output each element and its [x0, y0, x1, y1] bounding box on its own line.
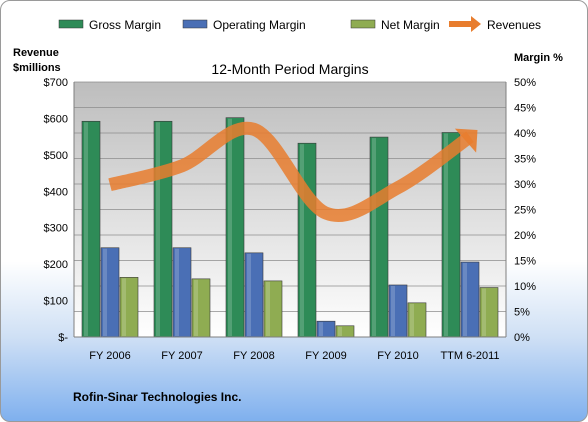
legend-arrow [471, 16, 481, 32]
x-category-label: FY 2010 [377, 350, 418, 362]
y-left-tick-label: $- [58, 332, 68, 344]
grid-lines [74, 81, 506, 338]
bar-highlight [266, 281, 270, 336]
revenue-arrowhead [454, 128, 478, 153]
bar-highlight [463, 263, 467, 336]
y-right-tick-label: 20% [514, 230, 536, 242]
footer-company: Rofin-Sinar Technologies Inc. [73, 390, 241, 404]
bar-highlight [84, 122, 88, 337]
bar-highlight [247, 253, 251, 336]
y-left-tick-label: $100 [44, 296, 68, 308]
y-right-tick-label: 40% [514, 128, 536, 140]
legend-label: Operating Margin [213, 18, 306, 32]
chart-title: 12-Month Period Margins [211, 61, 368, 77]
bar-highlight [319, 322, 323, 336]
x-category-label: FY 2006 [89, 350, 130, 362]
legend: Gross Margin Operating Margin Net Margin Re… [58, 16, 541, 32]
x-category-label: FY 2009 [305, 350, 346, 362]
y-right-tick-label: 5% [514, 307, 530, 319]
y-right-tick-label: 25% [514, 205, 536, 217]
bar-highlight [410, 303, 414, 336]
revenue-line-group [108, 121, 478, 222]
y-left-tick-label: $200 [44, 259, 68, 271]
y-right-tick-label: 30% [514, 179, 536, 191]
bar-highlight [372, 138, 376, 336]
x-category-label: FY 2008 [233, 350, 274, 362]
revenue-line [108, 121, 474, 222]
y-right-tick-label: 15% [514, 256, 536, 268]
y-right-tick-label: 10% [514, 281, 536, 293]
legend-label: Revenues [487, 18, 541, 32]
bar-highlight [391, 285, 395, 336]
bar-highlight [338, 326, 342, 336]
y-left-tick-label: $700 [44, 77, 68, 89]
y-left-tick-label: $300 [44, 223, 68, 235]
y-left-tick-label: $500 [44, 150, 68, 162]
y-right-tick-label: 50% [514, 77, 536, 89]
legend-label: Gross Margin [89, 18, 161, 32]
y-left-title-line2: $millions [13, 62, 61, 74]
bar-highlight [194, 279, 198, 336]
y-right-tick-label: 0% [514, 332, 530, 344]
bar-highlight [103, 248, 107, 336]
bar-highlight [122, 278, 126, 336]
y-left-tick-label: $400 [44, 186, 68, 198]
y-right-tick-label: 45% [514, 103, 536, 115]
y-right-title: Margin % [514, 52, 563, 64]
bar-highlight [175, 248, 179, 336]
bar-highlight [228, 118, 232, 336]
bar-highlight [300, 144, 304, 336]
legend-swatch [350, 19, 376, 29]
legend-swatch [58, 19, 84, 29]
axes-group: $- $100 $200 $300 $400 $500 $600 $700 0% 5% 10% 15%… [44, 77, 537, 362]
y-left-title-line1: Revenue [13, 47, 59, 59]
y-left-tick-label: $600 [44, 113, 68, 125]
bar-highlight [444, 133, 448, 336]
x-category-label: FY 2007 [161, 350, 202, 362]
legend-label: Net Margin [381, 18, 440, 32]
y-right-tick-label: 35% [514, 154, 536, 166]
bar-highlight [156, 122, 160, 337]
bar-highlight [482, 288, 486, 336]
legend-swatch [182, 19, 208, 29]
x-category-label: TTM 6-2011 [440, 350, 499, 362]
